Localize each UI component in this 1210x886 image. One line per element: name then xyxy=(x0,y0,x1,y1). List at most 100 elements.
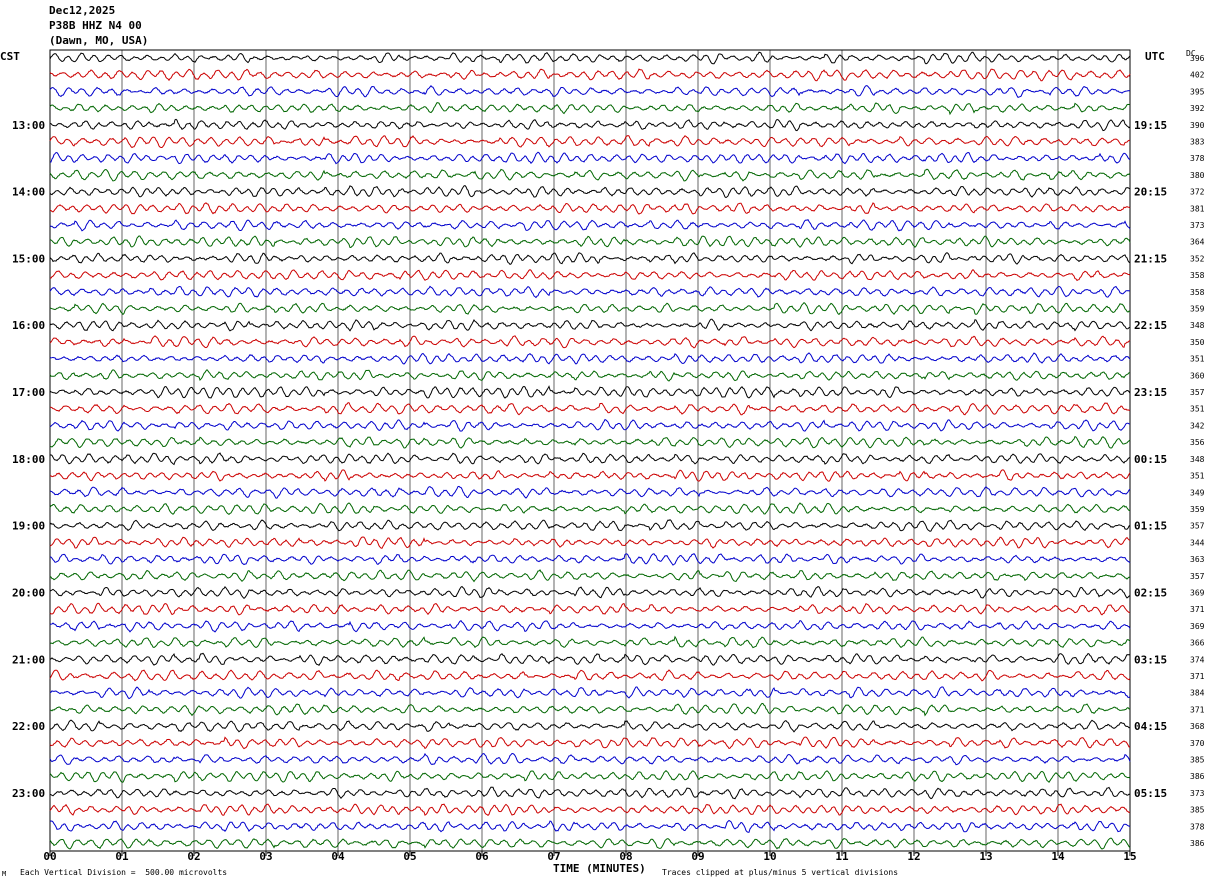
location-label: (Dawn, MO, USA) xyxy=(49,34,149,47)
scale-note: Each Vertical Division = 500.00 microvol… xyxy=(20,868,228,877)
dc-offset-label: 383 xyxy=(1190,138,1205,147)
dc-offset-label: 371 xyxy=(1190,705,1205,714)
seismic-trace xyxy=(49,837,1131,850)
utc-hour-label: 00:15 xyxy=(1134,453,1167,466)
dc-offset-label: 390 xyxy=(1190,121,1205,130)
x-axis-title: TIME (MINUTES) xyxy=(553,862,646,875)
cst-axis-title: CST xyxy=(0,50,20,63)
x-tick-label: 08 xyxy=(619,850,632,863)
x-tick-label: 14 xyxy=(1051,850,1065,863)
dc-offset-label: 402 xyxy=(1190,71,1205,80)
seismic-trace xyxy=(49,302,1131,316)
seismic-trace xyxy=(49,185,1131,199)
dc-offset-label: 380 xyxy=(1190,171,1205,180)
station-label: P38B HHZ N4 00 xyxy=(49,19,142,32)
seismic-trace xyxy=(49,602,1131,616)
cst-hour-label: 18:00 xyxy=(12,453,45,466)
seismic-trace xyxy=(49,669,1131,682)
x-tick-label: 15 xyxy=(1123,850,1136,863)
utc-hour-label: 21:15 xyxy=(1134,252,1167,265)
dc-offset-label: 370 xyxy=(1190,739,1205,748)
seismic-trace xyxy=(49,85,1131,99)
dc-offset-label: 381 xyxy=(1190,204,1205,213)
cst-hour-label: 20:00 xyxy=(12,586,45,599)
dc-offset-label: 385 xyxy=(1190,755,1205,764)
dc-offset-label: 373 xyxy=(1190,221,1205,230)
dc-offset-label: 378 xyxy=(1190,154,1205,163)
utc-hour-label: 20:15 xyxy=(1134,186,1167,199)
x-tick-label: 12 xyxy=(907,850,920,863)
seismic-trace xyxy=(49,168,1131,182)
dc-offset-label: 359 xyxy=(1190,305,1205,314)
dc-offset-label: 351 xyxy=(1190,405,1205,414)
seismic-trace xyxy=(49,402,1131,416)
dc-offset-label: 359 xyxy=(1190,505,1205,514)
cst-hour-label: 16:00 xyxy=(12,319,45,332)
dc-offset-label: 358 xyxy=(1190,271,1205,280)
cst-hour-label: 13:00 xyxy=(12,119,45,132)
seismic-trace xyxy=(49,485,1131,499)
dc-offset-label: 386 xyxy=(1190,839,1205,848)
seismic-trace xyxy=(49,134,1131,149)
clip-note: Traces clipped at plus/minus 5 vertical … xyxy=(662,868,899,877)
dc-offset-label: 344 xyxy=(1190,538,1205,547)
seismic-trace xyxy=(49,686,1131,700)
dc-offset-label: 356 xyxy=(1190,438,1205,447)
seismic-trace xyxy=(49,68,1131,82)
dc-offset-label: 366 xyxy=(1190,639,1205,648)
x-tick-label: 07 xyxy=(547,850,560,863)
seismic-trace xyxy=(49,620,1131,633)
seismic-trace xyxy=(49,469,1131,482)
dc-offset-label: 374 xyxy=(1190,655,1205,664)
dc-offset-label: 392 xyxy=(1190,104,1205,113)
cst-hour-label: 23:00 xyxy=(12,787,45,800)
seismic-trace xyxy=(49,502,1131,516)
x-tick-label: 04 xyxy=(331,850,345,863)
dc-offset-label: 352 xyxy=(1190,254,1205,263)
x-tick-label: 05 xyxy=(403,850,416,863)
cst-hour-label: 21:00 xyxy=(12,653,45,666)
seismic-trace xyxy=(49,318,1131,332)
dc-offset-label: 373 xyxy=(1190,789,1205,798)
x-tick-label: 11 xyxy=(835,850,849,863)
seismic-trace xyxy=(49,585,1131,599)
cst-hour-label: 14:00 xyxy=(12,186,45,199)
seismic-trace xyxy=(49,235,1131,249)
seismic-trace xyxy=(49,385,1131,399)
seismic-trace xyxy=(49,435,1131,449)
dc-offset-label: 371 xyxy=(1190,672,1205,681)
utc-hour-label: 05:15 xyxy=(1134,787,1167,800)
dc-offset-label: 351 xyxy=(1190,355,1205,364)
seismic-trace xyxy=(49,819,1131,833)
dc-offset-label: 357 xyxy=(1190,522,1205,531)
seismic-trace xyxy=(49,536,1131,549)
dc-offset-label: 369 xyxy=(1190,622,1205,631)
dc-offset-label: 386 xyxy=(1190,772,1205,781)
dc-header-label: DC xyxy=(1186,49,1196,58)
utc-hour-label: 01:15 xyxy=(1134,520,1167,533)
seismic-trace xyxy=(49,652,1131,667)
dc-offset-label: 349 xyxy=(1190,488,1205,497)
dc-offset-label: 372 xyxy=(1190,188,1205,197)
utc-hour-label: 22:15 xyxy=(1134,319,1167,332)
dc-offset-label: 348 xyxy=(1190,321,1205,330)
x-tick-label: 10 xyxy=(763,850,776,863)
dc-offset-label: 357 xyxy=(1190,572,1205,581)
seismic-trace xyxy=(49,770,1131,783)
x-tick-label: 03 xyxy=(259,850,272,863)
dc-offset-label: 395 xyxy=(1190,87,1205,96)
dc-offset-label: 364 xyxy=(1190,238,1205,247)
seismic-trace xyxy=(49,803,1131,816)
cst-hour-label: 22:00 xyxy=(12,720,45,733)
cst-hour-label: 15:00 xyxy=(12,252,45,265)
cst-hour-label: 17:00 xyxy=(12,386,45,399)
seismic-trace xyxy=(49,786,1131,800)
seismic-trace xyxy=(49,736,1131,750)
utc-hour-label: 04:15 xyxy=(1134,720,1167,733)
dc-offset-label: 368 xyxy=(1190,722,1205,731)
seismic-trace xyxy=(49,368,1130,382)
seismic-trace xyxy=(49,151,1131,165)
seismic-trace xyxy=(49,252,1131,266)
seismic-trace xyxy=(49,51,1131,65)
dc-offset-label: 351 xyxy=(1190,472,1205,481)
